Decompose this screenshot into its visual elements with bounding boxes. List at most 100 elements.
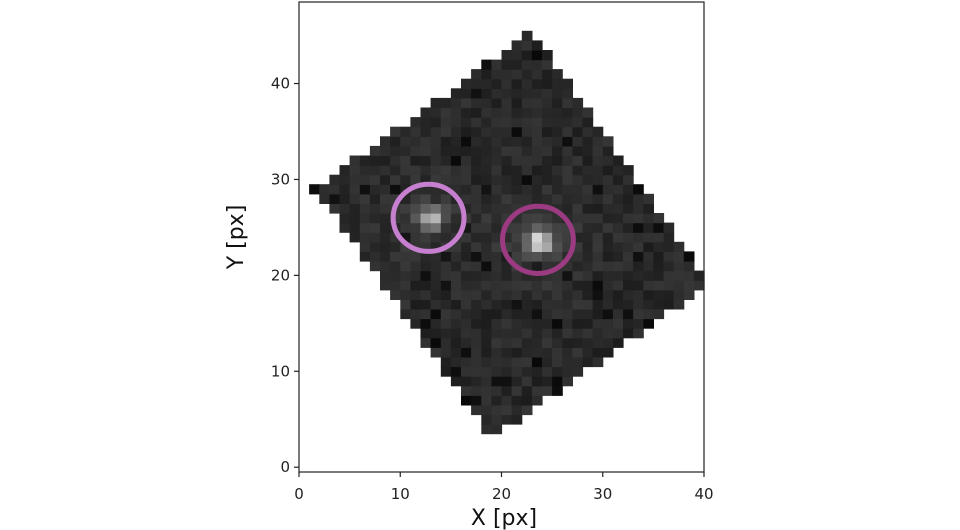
image-pixel [511, 222, 523, 233]
image-pixel [582, 289, 594, 300]
image-pixel [461, 366, 472, 377]
image-pixel [491, 203, 503, 214]
image-pixel [471, 308, 482, 320]
image-pixel [562, 155, 573, 166]
image-pixel [511, 88, 523, 99]
image-pixel [582, 193, 594, 204]
image-pixel [450, 308, 462, 320]
image-pixel [471, 97, 482, 109]
image-pixel [521, 78, 533, 89]
image-pixel [552, 299, 563, 310]
image-pixel [562, 222, 573, 233]
image-pixel [369, 145, 381, 157]
image-pixel [572, 155, 584, 166]
image-pixel [501, 395, 513, 406]
image-pixel [491, 270, 503, 281]
image-pixel [582, 241, 594, 252]
image-pixel [501, 193, 513, 204]
image-pixel [582, 174, 594, 185]
image-pixel [309, 184, 320, 195]
image-pixel [572, 126, 584, 137]
image-pixel [531, 347, 543, 358]
image-pixel [592, 222, 604, 233]
image-pixel [410, 299, 422, 310]
image-pixel [521, 376, 533, 387]
image-pixel [572, 337, 584, 348]
image-pixel [653, 261, 665, 272]
image-pixel [633, 289, 644, 300]
image-pixel [380, 213, 391, 224]
image-pixel [450, 174, 462, 185]
image-pixel [461, 232, 472, 243]
image-pixel [461, 155, 472, 166]
image-pixel [542, 107, 553, 118]
image-pixel [612, 308, 624, 320]
image-pixel [410, 174, 422, 185]
image-pixel [623, 232, 634, 243]
image-pixel [521, 356, 533, 368]
image-pixel [602, 299, 614, 310]
image-pixel [471, 117, 482, 128]
image-pixel [430, 136, 442, 147]
image-pixel [511, 69, 523, 80]
image-pixel [380, 280, 391, 291]
image-pixel [673, 280, 685, 291]
image-pixel [542, 88, 553, 99]
image-pixel [440, 126, 452, 137]
image-pixel [380, 251, 391, 262]
image-pixel [582, 280, 594, 291]
image-pixel [319, 193, 330, 204]
image-pixel [450, 251, 462, 262]
image-pixel [420, 308, 432, 320]
image-pixel [602, 174, 614, 185]
image-pixel [430, 145, 442, 157]
image-pixel [542, 270, 553, 281]
image-pixel [430, 318, 442, 329]
image-pixel [461, 270, 472, 281]
image-pixel [450, 241, 462, 252]
image-pixel [461, 222, 472, 233]
image-pixel [623, 174, 634, 185]
image-pixel [572, 232, 584, 243]
image-pixel [602, 165, 614, 176]
image-pixel [531, 145, 543, 157]
image-pixel [683, 289, 695, 300]
image-pixel [521, 232, 533, 243]
image-pixel [400, 203, 411, 214]
image-pixel [450, 337, 462, 348]
image-pixel [511, 241, 523, 252]
image-pixel [461, 136, 472, 147]
image-pixel [542, 59, 553, 70]
image-pixel [511, 270, 523, 281]
image-pixel [420, 165, 432, 176]
image-pixel [450, 203, 462, 214]
image-pixel [501, 356, 513, 368]
image-pixel [410, 136, 422, 147]
image-pixel [663, 232, 675, 243]
image-pixel [491, 126, 503, 137]
image-pixel [633, 270, 644, 281]
image-pixel [501, 213, 513, 224]
image-pixel [369, 261, 381, 272]
image-pixel [562, 280, 573, 291]
image-pixel [511, 299, 523, 310]
image-pixel [461, 251, 472, 262]
image-pixel [491, 414, 503, 425]
image-pixel [612, 270, 624, 281]
image-pixel [643, 213, 654, 224]
image-pixel [582, 251, 594, 262]
image-pixel [511, 328, 523, 339]
image-pixel [349, 232, 361, 243]
image-pixel [461, 385, 472, 396]
image-pixel [531, 193, 543, 204]
image-pixel [592, 126, 604, 137]
image-pixel [602, 337, 614, 348]
image-pixel [420, 280, 432, 291]
image-pixel [440, 165, 452, 176]
image-pixel [531, 261, 543, 272]
image-pixel [481, 232, 492, 243]
image-pixel [450, 366, 462, 377]
image-pixel [430, 117, 442, 128]
image-pixel [349, 165, 361, 176]
image-pixel [633, 232, 644, 243]
